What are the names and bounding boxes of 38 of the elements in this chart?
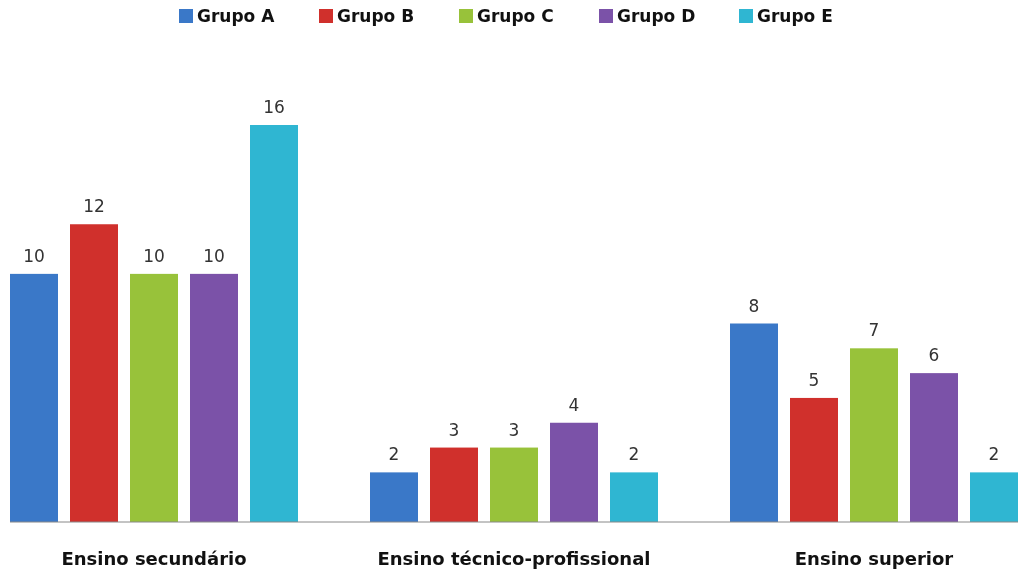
data-label: 2	[388, 444, 400, 465]
legend-label: Grupo E	[757, 6, 833, 26]
bar	[190, 273, 238, 522]
x-tick-label: Ensino superior	[794, 548, 954, 569]
legend-label: Grupo B	[337, 6, 415, 26]
legend-label: Grupo D	[617, 6, 696, 26]
data-label: 7	[868, 320, 880, 341]
x-tick-label: Ensino secundário	[61, 548, 247, 569]
data-label: 4	[568, 394, 580, 415]
bar	[610, 472, 658, 522]
bar	[430, 447, 478, 522]
bar	[910, 373, 958, 522]
bar	[970, 472, 1018, 522]
bar	[70, 224, 118, 522]
bar	[790, 397, 838, 522]
data-label: 10	[143, 245, 165, 266]
data-label: 5	[808, 369, 820, 390]
data-label: 8	[748, 295, 760, 316]
data-label: 10	[23, 245, 45, 266]
bar	[730, 323, 778, 522]
data-label: 6	[928, 345, 940, 366]
legend-label: Grupo C	[477, 6, 554, 26]
legend-label: Grupo A	[197, 6, 276, 26]
bar	[130, 273, 178, 522]
data-label: 16	[263, 97, 285, 117]
data-label: 10	[203, 245, 225, 266]
data-label: 3	[508, 419, 520, 440]
x-tick-label: Ensino técnico-profissional	[377, 548, 651, 569]
data-label: 2	[628, 444, 640, 465]
bar	[550, 422, 598, 522]
bar	[10, 273, 58, 522]
bar	[490, 447, 538, 522]
bar	[250, 125, 298, 522]
data-label: 12	[83, 196, 105, 217]
data-label: 2	[988, 444, 1000, 465]
bar	[850, 348, 898, 522]
data-label: 3	[448, 419, 460, 440]
bar	[370, 472, 418, 522]
